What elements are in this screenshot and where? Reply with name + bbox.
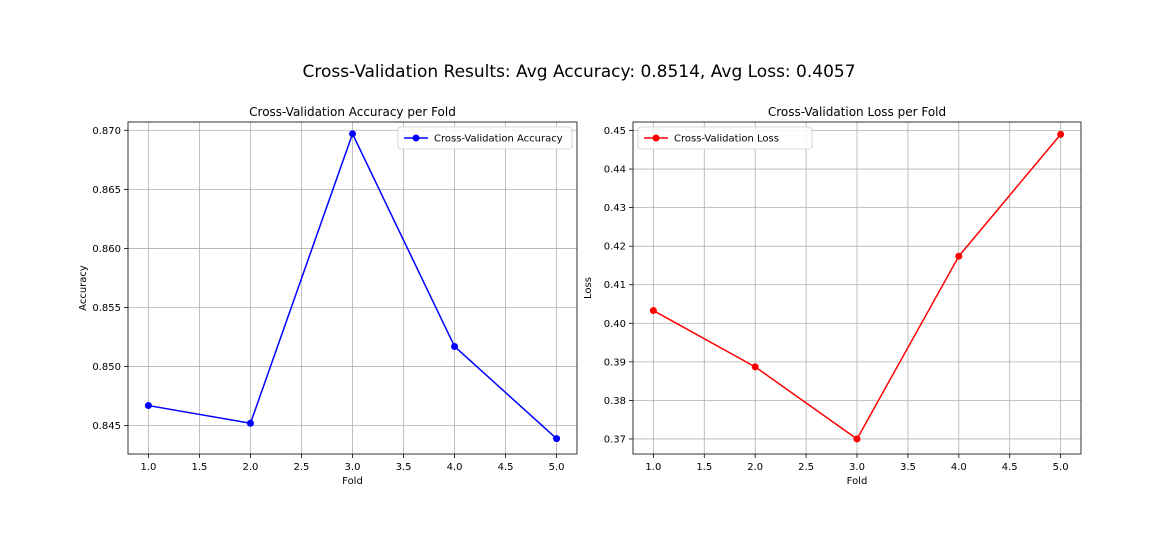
plot-frame (127, 121, 578, 455)
data-point (853, 435, 861, 443)
y-tick-label: 0.40 (604, 319, 626, 330)
legend: Cross-Validation Accuracy (397, 126, 573, 150)
plot-frame (632, 121, 1082, 455)
legend-label: Cross-Validation Loss (674, 134, 779, 145)
x-tick-label: 1.0 (645, 462, 661, 473)
y-tick-label: 0.845 (92, 421, 121, 432)
y-tick-label: 0.39 (604, 357, 626, 368)
legend-box (637, 126, 813, 150)
x-tick-label: 1.0 (140, 462, 156, 473)
y-tick-label: 0.43 (604, 203, 626, 214)
x-tick-label: 4.0 (447, 462, 463, 473)
legend: Cross-Validation Loss (637, 126, 813, 150)
grid-lines (128, 122, 577, 454)
chart-panel-1: 1.0 1.5 2.0 2.5 3.0 3.5 4.0 4.5 5.0 0.845 0.850 0.8… (78, 105, 578, 487)
data-point (1057, 130, 1065, 138)
series-1 (144, 130, 561, 443)
data-point (751, 363, 759, 371)
x-tick-label: 3.0 (345, 462, 361, 473)
chart-title: Cross-Validation Loss per Fold (768, 105, 946, 119)
data-point (144, 402, 152, 410)
y-axis-label: Accuracy (78, 265, 89, 311)
x-tick-label: 4.0 (951, 462, 967, 473)
figure-suptitle: Cross-Validation Results: Avg Accuracy: … (302, 62, 855, 82)
x-tick-label: 2.5 (294, 462, 310, 473)
y-tick-label: 0.865 (92, 185, 121, 196)
x-tick-label: 2.5 (798, 462, 814, 473)
x-tick-label: 3.5 (900, 462, 916, 473)
x-axis-label: Fold (847, 476, 868, 487)
x-tick-label: 1.5 (696, 462, 712, 473)
data-point (451, 342, 459, 350)
x-tick-label: 4.5 (1002, 462, 1018, 473)
y-tick-label: 0.44 (604, 165, 626, 176)
y-tick-label: 0.850 (92, 362, 121, 373)
y-axis-label: Loss (583, 277, 594, 299)
chart-panel-2: 1.0 1.5 2.0 2.5 3.0 3.5 4.0 4.5 5.0 0.37 0.38 0.39 0… (583, 105, 1082, 487)
data-point (955, 252, 963, 260)
x-tick-label: 3.5 (396, 462, 412, 473)
x-tick-label: 5.0 (1053, 462, 1069, 473)
series-1 (649, 130, 1065, 443)
y-tick-label: 0.38 (604, 396, 626, 407)
data-point (553, 435, 561, 443)
data-point (349, 130, 356, 138)
x-tick-label: 5.0 (549, 462, 565, 473)
y-tick-label: 0.37 (604, 434, 626, 445)
x-tick-label: 1.5 (191, 462, 207, 473)
x-tick-label: 3.0 (849, 462, 865, 473)
data-point (246, 419, 254, 427)
y-tick-label: 0.45 (604, 126, 626, 137)
chart-title: Cross-Validation Accuracy per Fold (249, 105, 456, 119)
x-tick-label: 4.5 (498, 462, 514, 473)
data-point (649, 307, 657, 315)
x-tick-label: 2.0 (243, 462, 259, 473)
legend-box (397, 126, 573, 150)
legend-marker-swatch (412, 134, 420, 142)
x-axis-label: Fold (342, 476, 363, 487)
y-tick-label: 0.860 (92, 244, 121, 255)
x-tick-label: 2.0 (747, 462, 763, 473)
y-tick-label: 0.42 (604, 242, 626, 253)
y-tick-label: 0.855 (92, 303, 121, 314)
legend-label: Cross-Validation Accuracy (434, 134, 563, 145)
y-tick-label: 0.870 (92, 126, 121, 137)
y-tick-label: 0.41 (604, 280, 626, 291)
legend-marker-swatch (652, 134, 660, 142)
